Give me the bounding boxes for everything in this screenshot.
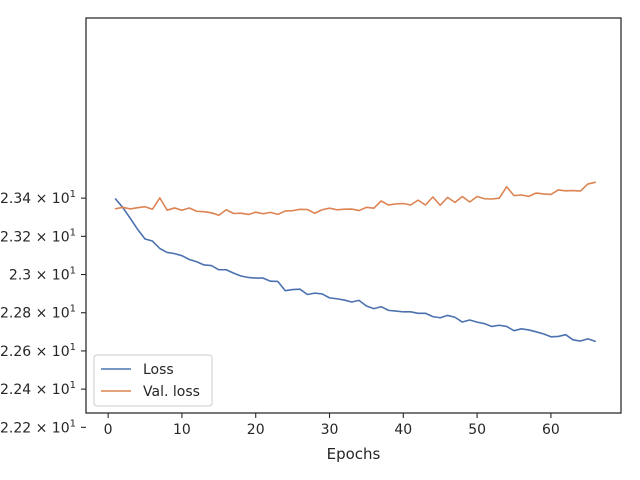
legend-box bbox=[93, 354, 213, 407]
legend-label-loss: Loss bbox=[143, 362, 174, 378]
x-tick-label: 30 bbox=[321, 422, 339, 438]
x-axis: 0 10 20 30 40 50 60 bbox=[104, 413, 560, 438]
x-tick-label: 0 bbox=[104, 422, 113, 438]
x-tick-label: 10 bbox=[173, 422, 191, 438]
y-tick-label: 2.3 × 101 bbox=[9, 266, 76, 284]
x-tick-label: 20 bbox=[247, 422, 265, 438]
legend: Loss Val. loss bbox=[93, 354, 213, 407]
y-tick-label: 2.22 × 101 bbox=[0, 418, 76, 436]
y-tick-label: 2.32 × 101 bbox=[0, 227, 76, 245]
x-tick-label: 50 bbox=[468, 422, 486, 438]
plot-frame bbox=[85, 17, 622, 414]
x-tick-label: 40 bbox=[394, 422, 412, 438]
legend-label-val-loss: Val. loss bbox=[143, 384, 200, 400]
plot-lines bbox=[114, 181, 596, 343]
y-tick-label: 2.26 × 101 bbox=[0, 342, 76, 360]
series-line-val-loss bbox=[114, 181, 596, 217]
x-axis-label: Epochs bbox=[327, 445, 381, 463]
y-tick-label: 2.34 × 101 bbox=[0, 189, 76, 207]
series-line-loss bbox=[114, 198, 596, 343]
y-tick-label: 2.28 × 101 bbox=[0, 304, 76, 322]
x-tick-label: 60 bbox=[542, 422, 560, 438]
y-axis: 2.34 × 101 2.32 × 101 2.3 × 101 2.28 × 101 2… bbox=[0, 189, 86, 436]
y-tick-label: 2.24 × 101 bbox=[0, 380, 76, 398]
